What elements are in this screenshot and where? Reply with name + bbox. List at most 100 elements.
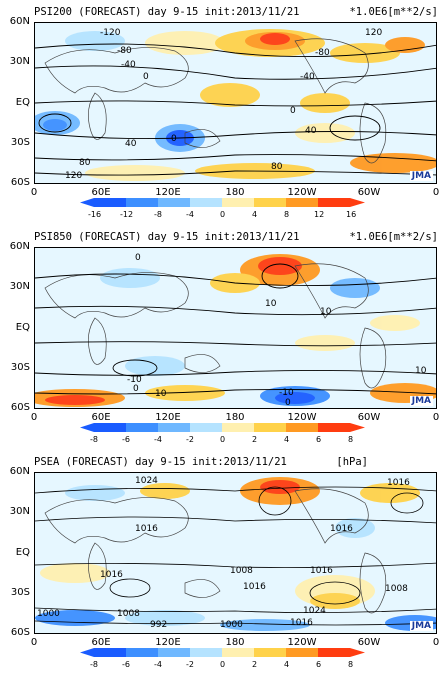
lon-label: 0 [30, 187, 38, 198]
contour-label: 80 [79, 158, 91, 168]
contour-label: 40 [125, 139, 137, 149]
contour-label: 0 [171, 134, 177, 144]
colorbar-tick: 8 [348, 660, 354, 669]
colorbar-tick: -16 [88, 210, 102, 219]
colorbar-tick: -8 [90, 660, 98, 669]
colorbar [80, 198, 365, 207]
lon-label: 60E [91, 637, 111, 648]
lon-label: 60W [357, 637, 381, 648]
colorbar-tick: -8 [90, 435, 98, 444]
colorbar-tick: -4 [186, 210, 194, 219]
jma-logo: JMA [409, 621, 433, 631]
lon-label: 0 [432, 637, 440, 648]
contour-label: 1008 [117, 609, 140, 619]
jma-logo: JMA [409, 396, 433, 406]
lon-label: 120W [287, 412, 317, 423]
lat-label: 30S [10, 362, 30, 373]
contour-label: 1000 [37, 609, 60, 619]
contour-label: -10 [127, 375, 142, 385]
contour-label: 1000 [220, 620, 243, 630]
lon-label: 120E [155, 412, 181, 423]
contour-label: 0 [290, 106, 296, 116]
colorbar-tick: 16 [346, 210, 357, 219]
contour-label: -40 [121, 60, 136, 70]
contour-label: -10 [279, 388, 294, 398]
lat-label: 60N [9, 16, 30, 27]
colorbar-tick: 4 [252, 210, 258, 219]
contour-label: -40 [300, 72, 315, 82]
contour-label: 992 [150, 620, 167, 630]
contour-label: 1024 [303, 606, 326, 616]
contour-label: 10 [415, 366, 427, 376]
colorbar-tick: 12 [314, 210, 325, 219]
colorbar-tick: 8 [284, 210, 290, 219]
contour-label: 0 [285, 398, 291, 408]
lat-label: 60N [9, 241, 30, 252]
lon-label: 180 [225, 412, 245, 423]
lon-label: 60W [357, 187, 381, 198]
lat-label: EQ [15, 97, 30, 108]
map-psi850: 0 10 10 -10 0 10 -10 0 10 JMA [34, 247, 437, 409]
contour-label: -120 [100, 28, 121, 38]
lat-label: 30S [10, 137, 30, 148]
map-psi200: -120 -80 -40 0 40 80 120 -80 -40 0 40 80… [34, 22, 437, 184]
contour-label: 120 [65, 171, 82, 181]
colorbar [80, 423, 365, 432]
lat-label: 30S [10, 587, 30, 598]
lon-label: 0 [30, 637, 38, 648]
colorbar-tick: 0 [220, 435, 226, 444]
lon-label: 60W [357, 412, 381, 423]
lat-label: 60S [10, 177, 30, 188]
contour-label: 1016 [290, 618, 313, 628]
contour-label: -80 [117, 46, 132, 56]
colorbar-tick: -2 [186, 660, 194, 669]
panel-psi850: PSI850 (FORECAST) day 9-15 init:2013/11/… [0, 225, 448, 450]
colorbar-tick: 4 [284, 660, 290, 669]
contour-label: 1016 [135, 524, 158, 534]
panel-psi200: PSI200 (FORECAST) day 9-15 init:2013/11/… [0, 0, 448, 225]
lat-label: 60S [10, 402, 30, 413]
lon-label: 180 [225, 637, 245, 648]
colorbar-tick: 0 [220, 210, 226, 219]
map-psea: 1024 1016 1016 1016 1008 1016 1016 1000 … [34, 472, 437, 634]
colorbar-tick: -2 [186, 435, 194, 444]
contour-label: 1008 [230, 566, 253, 576]
lon-label: 0 [432, 412, 440, 423]
colorbar-tick: -12 [120, 210, 134, 219]
lon-label: 120E [155, 637, 181, 648]
colorbar-tick: 0 [220, 660, 226, 669]
lat-label: 30N [9, 56, 30, 67]
contour-label: 10 [320, 307, 332, 317]
colorbar-tick: 4 [284, 435, 290, 444]
colorbar-tick: -4 [154, 435, 162, 444]
colorbar-tick: 8 [348, 435, 354, 444]
lon-label: 120W [287, 187, 317, 198]
contour-label: 40 [305, 126, 317, 136]
lon-label: 60E [91, 412, 111, 423]
lon-label: 120E [155, 187, 181, 198]
panel-title: PSEA (FORECAST) day 9-15 init:2013/11/21 [34, 456, 287, 468]
contour-label: -80 [315, 48, 330, 58]
colorbar-tick: -8 [154, 210, 162, 219]
contour-label: 0 [135, 253, 141, 263]
panel-units: *1.0E6[m**2/s] [349, 231, 438, 243]
panel-psea: PSEA (FORECAST) day 9-15 init:2013/11/21… [0, 450, 448, 675]
contour-label: 1016 [243, 582, 266, 592]
colorbar-tick: -4 [154, 660, 162, 669]
lat-label: EQ [15, 322, 30, 333]
colorbar-tick: -6 [122, 435, 130, 444]
contour-label: 80 [271, 162, 283, 172]
colorbar [80, 648, 365, 657]
contour-label: 0 [133, 384, 139, 394]
panel-title: PSI200 (FORECAST) day 9-15 init:2013/11/… [34, 6, 300, 18]
contour-label: 1008 [385, 584, 408, 594]
lat-label: 30N [9, 281, 30, 292]
contour-label: 1024 [135, 476, 158, 486]
lon-label: 0 [432, 187, 440, 198]
lat-label: 60N [9, 466, 30, 477]
contour-label: 1016 [310, 566, 333, 576]
jma-logo: JMA [409, 171, 433, 181]
contour-label: 1016 [330, 524, 353, 534]
lat-label: EQ [15, 547, 30, 558]
lon-label: 180 [225, 187, 245, 198]
